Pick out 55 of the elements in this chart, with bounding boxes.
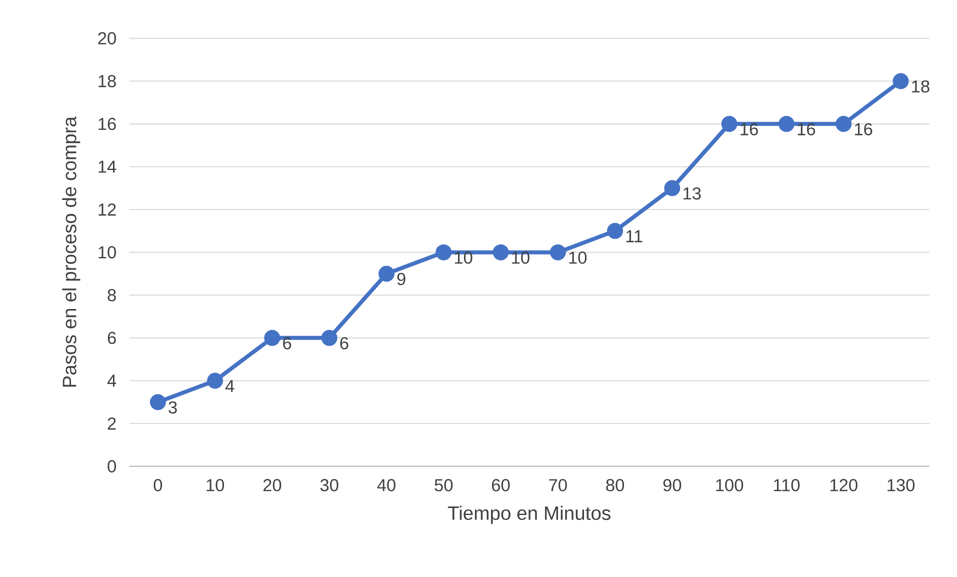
data-label: 18 xyxy=(912,80,930,93)
x-tick-label: 60 xyxy=(492,479,510,492)
x-tick-label: 90 xyxy=(663,479,682,492)
x-tick-label: 120 xyxy=(830,479,858,492)
point xyxy=(836,116,852,132)
point xyxy=(721,116,738,132)
data-label: 10 xyxy=(454,252,472,264)
x-tick-label: 100 xyxy=(716,479,744,492)
x-axis-title: Tiempo en Minutos xyxy=(448,506,610,524)
data-label: 9 xyxy=(397,272,406,286)
y-tick-label: 10 xyxy=(98,246,116,258)
point xyxy=(492,244,509,260)
point xyxy=(378,266,394,282)
point xyxy=(607,222,624,239)
y-axis-title: Pasos en el proceso de compra xyxy=(62,116,80,387)
point xyxy=(207,372,224,389)
y-tick-label: 0 xyxy=(108,460,116,472)
x-tick-label: 20 xyxy=(263,479,282,492)
point xyxy=(664,180,680,196)
y-tick-label: 12 xyxy=(98,203,116,216)
point xyxy=(892,73,909,90)
x-tick-label: 30 xyxy=(320,479,338,492)
point xyxy=(778,116,794,132)
y-tick-label: 6 xyxy=(108,332,116,344)
x-tick-label: 40 xyxy=(377,479,396,492)
y-tick-label: 20 xyxy=(98,32,116,44)
data-label: 6 xyxy=(283,337,292,350)
point xyxy=(321,330,338,346)
x-tick-label: 70 xyxy=(549,479,567,492)
data-label: 3 xyxy=(168,401,177,414)
y-tick-label: 16 xyxy=(98,118,116,130)
y-tick-label: 2 xyxy=(108,417,116,430)
x-tick-label: 10 xyxy=(206,479,224,492)
data-label: 13 xyxy=(684,187,701,200)
point xyxy=(150,394,166,410)
point xyxy=(264,330,280,346)
data-label: 16 xyxy=(740,123,758,136)
data-label: 16 xyxy=(798,123,816,136)
y-tick-label: 4 xyxy=(107,374,116,387)
point xyxy=(550,244,566,260)
point xyxy=(436,244,452,260)
data-label: 10 xyxy=(512,252,530,264)
data-label: 11 xyxy=(626,230,642,242)
y-tick-label: 14 xyxy=(98,160,116,173)
data-label: 10 xyxy=(569,252,587,264)
x-tick-label: 130 xyxy=(888,479,915,492)
data-label: 16 xyxy=(854,123,872,136)
x-tick-label: 0 xyxy=(154,479,162,492)
x-tick-label: 50 xyxy=(434,479,453,492)
x-tick-label: 110 xyxy=(774,479,800,492)
y-tick-label: 18 xyxy=(98,74,116,88)
data-label: 4 xyxy=(225,380,234,392)
data-label: 6 xyxy=(340,337,348,350)
y-tick-label: 8 xyxy=(108,288,116,302)
x-tick-label: 80 xyxy=(606,479,624,492)
